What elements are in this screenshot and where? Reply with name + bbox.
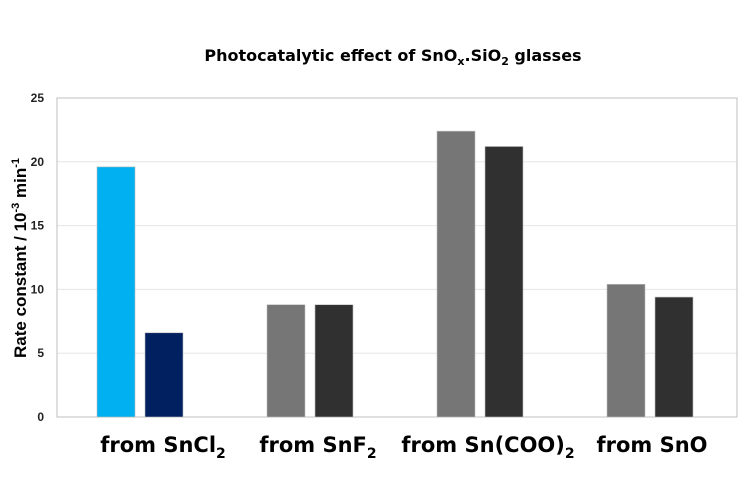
bar-series-1-1: [266, 304, 306, 418]
x-category-label: from SnCl2: [100, 433, 226, 462]
y-tick-label: 20: [31, 155, 45, 169]
y-tick-label: 5: [37, 346, 44, 360]
y-axis-ticks: 0 5 10 15 20 25: [31, 91, 45, 424]
bars: [96, 130, 694, 418]
bar-series-1-0: [96, 166, 136, 418]
bar-series-1-3: [606, 283, 646, 418]
y-axis-label: Rate constant / 10-3 min-1: [10, 158, 30, 358]
y-tick-label: 25: [31, 91, 45, 105]
x-category-label: from SnO: [596, 433, 707, 457]
plot-frame: [56, 97, 738, 418]
y-tick-label: 10: [31, 282, 45, 296]
bar-series-2-3: [654, 296, 694, 418]
bar-series-1-2: [436, 130, 476, 418]
bar-series-2-1: [314, 304, 354, 418]
y-tick-label: 15: [31, 219, 45, 233]
x-axis-categories: from SnCl2 from SnF2 from Sn(COO)2 from SnO: [100, 433, 707, 462]
y-tick-label: 0: [37, 410, 44, 424]
bar-series-2-0: [144, 332, 184, 418]
bar-series-2-2: [484, 146, 524, 418]
x-category-label: from Sn(COO)2: [401, 433, 574, 462]
x-category-label: from SnF2: [259, 433, 376, 462]
chart-title: Photocatalytic effect of SnOx.SiO2 glass…: [204, 46, 581, 68]
